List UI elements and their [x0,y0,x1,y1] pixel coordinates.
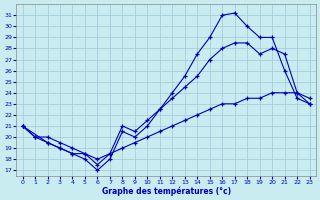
X-axis label: Graphe des températures (°c): Graphe des températures (°c) [101,186,231,196]
